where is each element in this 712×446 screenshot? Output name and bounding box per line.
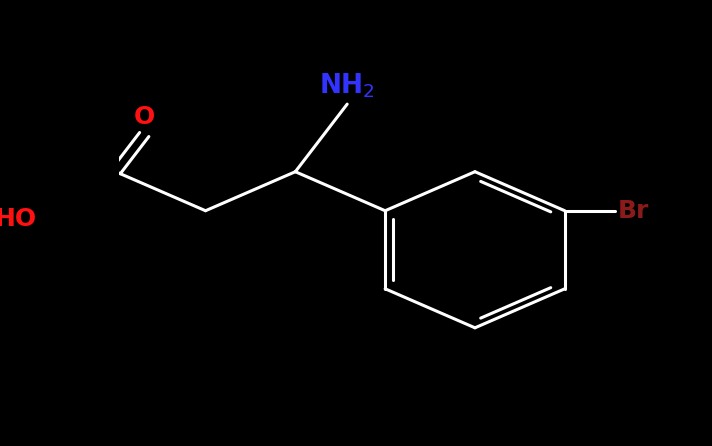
Text: Br: Br	[617, 199, 649, 223]
Text: NH$_2$: NH$_2$	[320, 71, 375, 99]
Text: HO: HO	[0, 207, 36, 231]
Text: O: O	[134, 105, 155, 129]
